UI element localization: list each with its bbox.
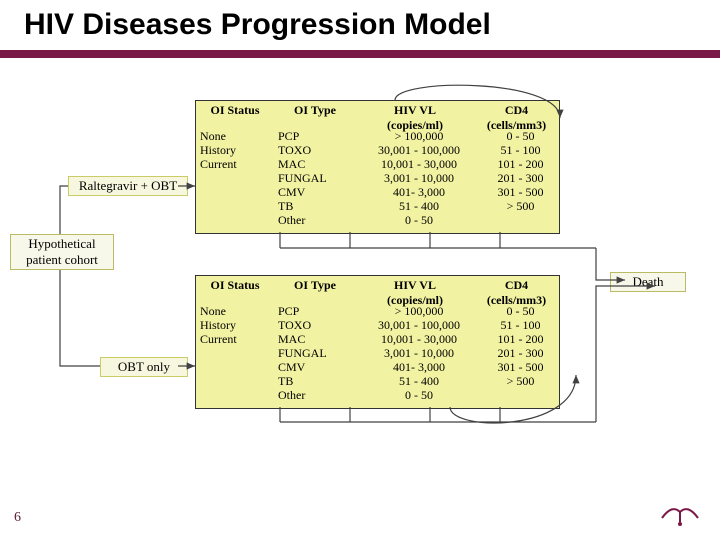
table-cell: 51 - 400 xyxy=(356,374,482,388)
table-cell: 201 - 300 xyxy=(474,171,567,185)
table-cell: 0 - 50 xyxy=(474,129,567,143)
table-column: OI StatusNoneHistoryCurrent xyxy=(196,276,274,408)
table-cell: 0 - 50 xyxy=(356,388,482,402)
table-cell: CMV xyxy=(274,185,364,199)
table-cell: CMV xyxy=(274,360,364,374)
title-band: HIV Diseases Progression Model xyxy=(0,0,720,58)
table-cell: 0 - 50 xyxy=(474,304,567,318)
table-cell: TB xyxy=(274,374,364,388)
table-cell: History xyxy=(196,143,282,157)
table-cell: 201 - 300 xyxy=(474,346,567,360)
table-column: HIV VL(copies/ml)> 100,00030,001 - 100,0… xyxy=(356,101,474,233)
table-cell: None xyxy=(196,304,282,318)
table-cell: 3,001 - 10,000 xyxy=(356,346,482,360)
table-cell: 101 - 200 xyxy=(474,157,567,171)
table-column: OI TypePCPTOXOMACFUNGALCMVTBOther xyxy=(274,101,356,233)
table-cell: History xyxy=(196,318,282,332)
table-cell: PCP xyxy=(274,304,364,318)
table-column: CD4(cells/mm3)0 - 5051 - 100101 - 200201… xyxy=(474,276,559,408)
table-cell: FUNGAL xyxy=(274,171,364,185)
brand-logo-icon xyxy=(658,498,702,528)
table-cell: 0 - 50 xyxy=(356,213,482,227)
table-cell: TB xyxy=(274,199,364,213)
table-cell: MAC xyxy=(274,157,364,171)
table-column: HIV VL(copies/ml)> 100,00030,001 - 100,0… xyxy=(356,276,474,408)
death-node: Death xyxy=(610,272,686,292)
table-cell: TOXO xyxy=(274,318,364,332)
table-cell: 51 - 100 xyxy=(474,143,567,157)
table-cell: Other xyxy=(274,213,364,227)
table-cell: FUNGAL xyxy=(274,346,364,360)
table-cell: 3,001 - 10,000 xyxy=(356,171,482,185)
table-cell: 10,001 - 30,000 xyxy=(356,157,482,171)
table-cell: > 100,000 xyxy=(356,129,482,143)
table-cell: MAC xyxy=(274,332,364,346)
table-column: OI TypePCPTOXOMACFUNGALCMVTBOther xyxy=(274,276,356,408)
table-column: OI StatusNoneHistoryCurrent xyxy=(196,101,274,233)
slide-title: HIV Diseases Progression Model xyxy=(24,8,491,42)
table-cell: 101 - 200 xyxy=(474,332,567,346)
connector-svg xyxy=(0,0,720,540)
accent-bar xyxy=(0,50,720,58)
table-cell: 301 - 500 xyxy=(474,185,567,199)
table-cell: 10,001 - 30,000 xyxy=(356,332,482,346)
table-cell: TOXO xyxy=(274,143,364,157)
table-cell: 51 - 400 xyxy=(356,199,482,213)
branch-label-top: Raltegravir + OBT xyxy=(68,176,188,196)
table-cell: 51 - 100 xyxy=(474,318,567,332)
table-cell: > 500 xyxy=(474,199,567,213)
table-cell: 30,001 - 100,000 xyxy=(356,143,482,157)
table-cell: None xyxy=(196,129,282,143)
page-number: 6 xyxy=(14,510,21,526)
table-cell: 30,001 - 100,000 xyxy=(356,318,482,332)
state-table-bottom: OI StatusNoneHistoryCurrentOI TypePCPTOX… xyxy=(195,275,560,409)
table-cell: 301 - 500 xyxy=(474,360,567,374)
cohort-node: Hypothetical patient cohort xyxy=(10,234,114,270)
table-cell: PCP xyxy=(274,129,364,143)
table-column: CD4(cells/mm3)0 - 5051 - 100101 - 200201… xyxy=(474,101,559,233)
table-cell: 401- 3,000 xyxy=(356,360,482,374)
table-cell: Current xyxy=(196,157,282,171)
table-cell: > 500 xyxy=(474,374,567,388)
table-cell: Current xyxy=(196,332,282,346)
table-cell: 401- 3,000 xyxy=(356,185,482,199)
table-cell: > 100,000 xyxy=(356,304,482,318)
table-cell: Other xyxy=(274,388,364,402)
branch-label-bottom: OBT only xyxy=(100,357,188,377)
state-table-top: OI StatusNoneHistoryCurrentOI TypePCPTOX… xyxy=(195,100,560,234)
